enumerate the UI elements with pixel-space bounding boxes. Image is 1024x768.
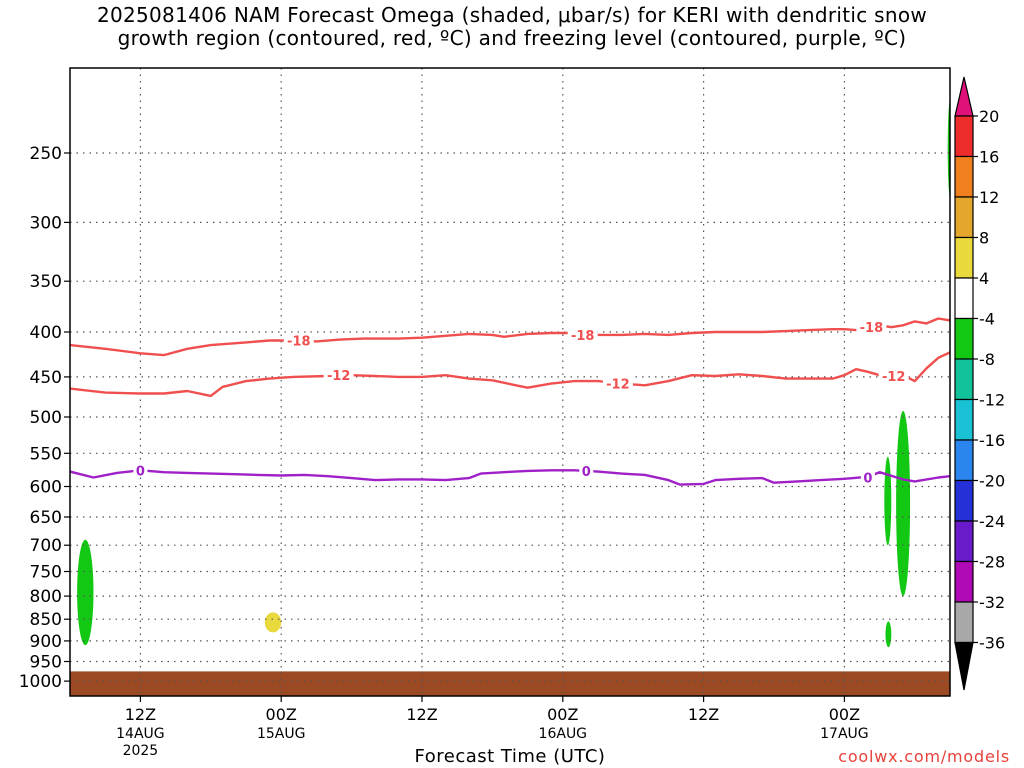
colorbar-swatch-9 (954, 479, 974, 522)
y-tick-label-350: 350 (30, 272, 62, 292)
contour-line-2 (70, 469, 950, 486)
x-date-label-48: 16AUG (539, 726, 588, 742)
colorbar-swatch-0 (954, 115, 974, 158)
chart-title-line-1: 2025081406 NAM Forecast Omega (shaded, μ… (96, 3, 928, 27)
x-date-label-24: 15AUG (257, 726, 306, 742)
credit-text: coolwx.com/models (838, 747, 1010, 766)
x-axis-title: Forecast Time (UTC) (414, 746, 606, 767)
colorbar-label-8: -16 (979, 431, 1005, 450)
colorbar-swatch-11 (954, 560, 974, 603)
contour-label-2-1: 0 (582, 465, 591, 480)
y-tick-label-450: 450 (30, 368, 62, 388)
contour-label-0-1: -18 (571, 329, 595, 344)
contour-label-bg-0-0 (283, 332, 314, 348)
y-tick-label-750: 750 (30, 563, 62, 583)
y-tick-label-400: 400 (30, 323, 62, 343)
plot-background (70, 68, 950, 696)
colorbar-label-7: -12 (979, 391, 1005, 410)
chart-title-line-2: growth region (contoured, red, ºC) and f… (117, 26, 907, 50)
contour-label-2-2: 0 (863, 472, 872, 487)
colorbar-label-2: 12 (979, 188, 999, 207)
omega-area-18 (1019, 649, 1024, 665)
y-tick-label-950: 950 (30, 653, 62, 673)
terrain-fill (70, 671, 950, 696)
omega-area-17 (1018, 548, 1024, 626)
contour-label-1-2: -12 (882, 370, 906, 385)
y-tick-label-1000: 1000 (19, 672, 62, 692)
contour-label-bg-0-2 (856, 319, 887, 335)
omega-area-6 (952, 64, 956, 90)
colorbar-label-13: -36 (979, 634, 1005, 653)
terrain-layer (70, 671, 950, 696)
y-tick-label-600: 600 (30, 478, 62, 498)
y-tick-label-700: 700 (30, 536, 62, 556)
contour-label-bg-2-0 (133, 462, 148, 478)
contour-label-bg-1-1 (602, 375, 633, 391)
y-tick-label-650: 650 (30, 508, 62, 528)
omega-area-0 (77, 539, 94, 646)
y-tick-label-900: 900 (30, 632, 62, 652)
x-tick-label-12: 12Z (125, 705, 156, 724)
colorbar-swatch-3 (954, 236, 974, 279)
colorbar-label-9: -20 (979, 472, 1005, 491)
colorbar-swatch-5 (954, 317, 974, 360)
colorbar-swatch-7 (954, 398, 974, 441)
colorbar-label-12: -32 (979, 593, 1005, 612)
x-tick-label-60: 12Z (688, 705, 719, 724)
y-tick-label-500: 500 (30, 408, 62, 428)
contour-label-bg-2-2 (860, 469, 875, 485)
y-axis: 2503003504004505005506006507007508008509… (19, 144, 70, 692)
y-tick-label-850: 850 (30, 610, 62, 630)
x-tick-label-72: 00Z (829, 705, 860, 724)
colorbar-swatch-4 (954, 277, 974, 320)
colorbar-swatch-8 (954, 439, 974, 482)
x-year-label-12: 2025 (123, 743, 159, 759)
colorbar-label-5: -4 (979, 310, 995, 329)
colorbar-top-arrow (954, 76, 974, 117)
colorbar-label-6: -8 (979, 350, 995, 369)
omega-area-2 (884, 456, 892, 546)
x-tick-label-48: 00Z (547, 705, 578, 724)
omega-area-3 (896, 410, 911, 597)
contour-label-0-0: -18 (287, 335, 311, 350)
colorbar-swatch-10 (954, 520, 974, 563)
contour-lines: -18 -18 -18 -12 -12 -12 0 0 0 (70, 317, 950, 487)
y-tick-label-250: 250 (30, 144, 62, 164)
x-date-label-12: 14AUG (116, 726, 165, 742)
colorbar-bottom-arrow (954, 641, 974, 691)
contour-label-0-2: -18 (860, 321, 884, 336)
contour-label-bg-1-2 (878, 368, 909, 383)
colorbar-swatch-12 (954, 601, 974, 644)
colorbar-label-4: 4 (979, 269, 989, 288)
contour-label-1-1: -12 (606, 378, 630, 393)
colorbar-label-3: 8 (979, 229, 989, 248)
x-date-label-72: 17AUG (820, 726, 869, 742)
colorbar: 20 16 12 8 4 -4 -8 -12 -16 -20 -24 -28 -32 -36 (954, 76, 1005, 691)
plot-frame (69, 67, 951, 697)
y-tick-label-550: 550 (30, 444, 62, 464)
colorbar-label-0: 20 (979, 107, 999, 126)
contour-line-1 (70, 351, 950, 398)
omega-area-4 (885, 621, 892, 648)
colorbar-swatch-6 (954, 358, 974, 401)
grid-lines (70, 68, 950, 696)
x-tick-label-24: 00Z (266, 705, 297, 724)
colorbar-swatch-2 (954, 196, 974, 239)
omega-area-1 (264, 612, 282, 633)
contour-label-bg-2-1 (579, 462, 594, 478)
x-tick-label-36: 12Z (406, 705, 437, 724)
chart-title: 2025081406 NAM Forecast Omega (shaded, μ… (0, 4, 1024, 50)
contour-label-1-0: -12 (327, 369, 351, 384)
y-tick-label-300: 300 (30, 213, 62, 233)
contour-label-2-0: 0 (136, 464, 145, 479)
y-tick-label-800: 800 (30, 587, 62, 607)
colorbar-label-1: 16 (979, 148, 999, 167)
colorbar-swatch-1 (954, 155, 974, 198)
contour-label-bg-0-1 (567, 326, 598, 342)
colorbar-label-11: -28 (979, 553, 1005, 572)
contour-label-bg-1-0 (323, 367, 354, 383)
colorbar-label-10: -24 (979, 512, 1005, 531)
